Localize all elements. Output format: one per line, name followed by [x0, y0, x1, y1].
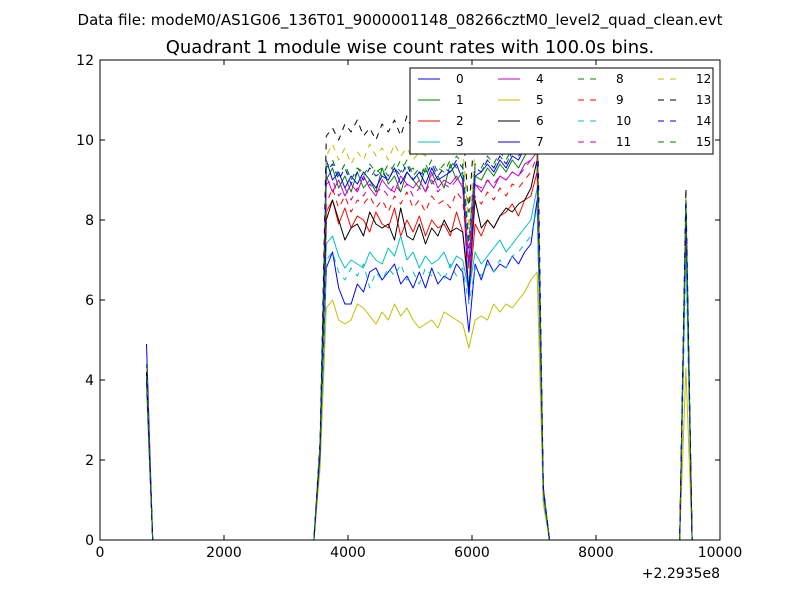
- legend-label-0: 0: [456, 72, 464, 86]
- x-tick-label: 4000: [330, 545, 366, 561]
- y-tick-label: 0: [85, 533, 94, 549]
- legend-label-12: 12: [696, 72, 711, 86]
- legend-label-4: 4: [536, 72, 544, 86]
- y-tick-label: 8: [85, 213, 94, 229]
- legend-label-9: 9: [616, 93, 624, 107]
- y-tick-label: 12: [76, 53, 94, 69]
- chart-title: Quadrant 1 module wise count rates with …: [166, 37, 655, 58]
- legend-box: [409, 67, 714, 155]
- legend-label-15: 15: [696, 135, 711, 149]
- legend-label-6: 6: [536, 114, 544, 128]
- legend-label-13: 13: [696, 93, 711, 107]
- chart-suptitle: Data file: modeM0/AS1G06_136T01_90000011…: [78, 11, 723, 30]
- series-line-11: [146, 151, 693, 540]
- series-line-6: [146, 159, 693, 540]
- legend-label-8: 8: [616, 72, 624, 86]
- y-tick-label: 2: [85, 453, 94, 469]
- x-tick-label: 2000: [206, 545, 242, 561]
- series-line-0: [146, 199, 693, 540]
- legend-label-3: 3: [456, 135, 464, 149]
- legend-label-11: 11: [616, 135, 631, 149]
- series-line-8: [146, 127, 693, 540]
- x-tick-label: 10000: [698, 545, 743, 561]
- series-line-9: [146, 155, 693, 540]
- legend-label-2: 2: [456, 114, 464, 128]
- series-line-5: [146, 271, 693, 540]
- x-offset-label: +2.2935e8: [642, 566, 720, 582]
- legend-label-1: 1: [456, 93, 464, 107]
- y-tick-label: 10: [76, 133, 94, 149]
- legend-label-5: 5: [536, 93, 544, 107]
- y-tick-label: 6: [85, 293, 94, 309]
- series-line-15: [146, 123, 693, 540]
- legend-label-7: 7: [536, 135, 544, 149]
- series-line-3: [146, 187, 693, 540]
- x-tick-label: 6000: [454, 545, 490, 561]
- series-line-2: [146, 171, 693, 540]
- series-line-10: [146, 207, 693, 540]
- legend-label-14: 14: [696, 114, 711, 128]
- legend-label-10: 10: [616, 114, 631, 128]
- x-tick-label: 8000: [578, 545, 614, 561]
- series-line-4: [146, 151, 693, 540]
- y-tick-label: 4: [85, 373, 94, 389]
- x-tick-label: 0: [96, 545, 105, 561]
